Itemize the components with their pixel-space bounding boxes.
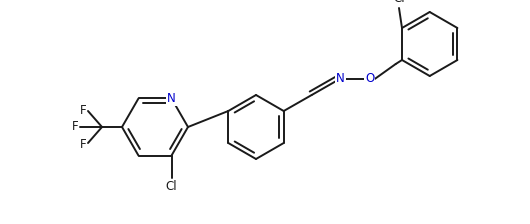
Text: F: F [80, 103, 86, 116]
Text: Cl: Cl [166, 180, 178, 193]
Text: N: N [337, 71, 345, 84]
Text: F: F [80, 138, 86, 151]
Text: N: N [167, 92, 176, 105]
Text: F: F [72, 121, 78, 134]
Text: Cl: Cl [393, 0, 405, 6]
Text: O: O [365, 73, 374, 86]
